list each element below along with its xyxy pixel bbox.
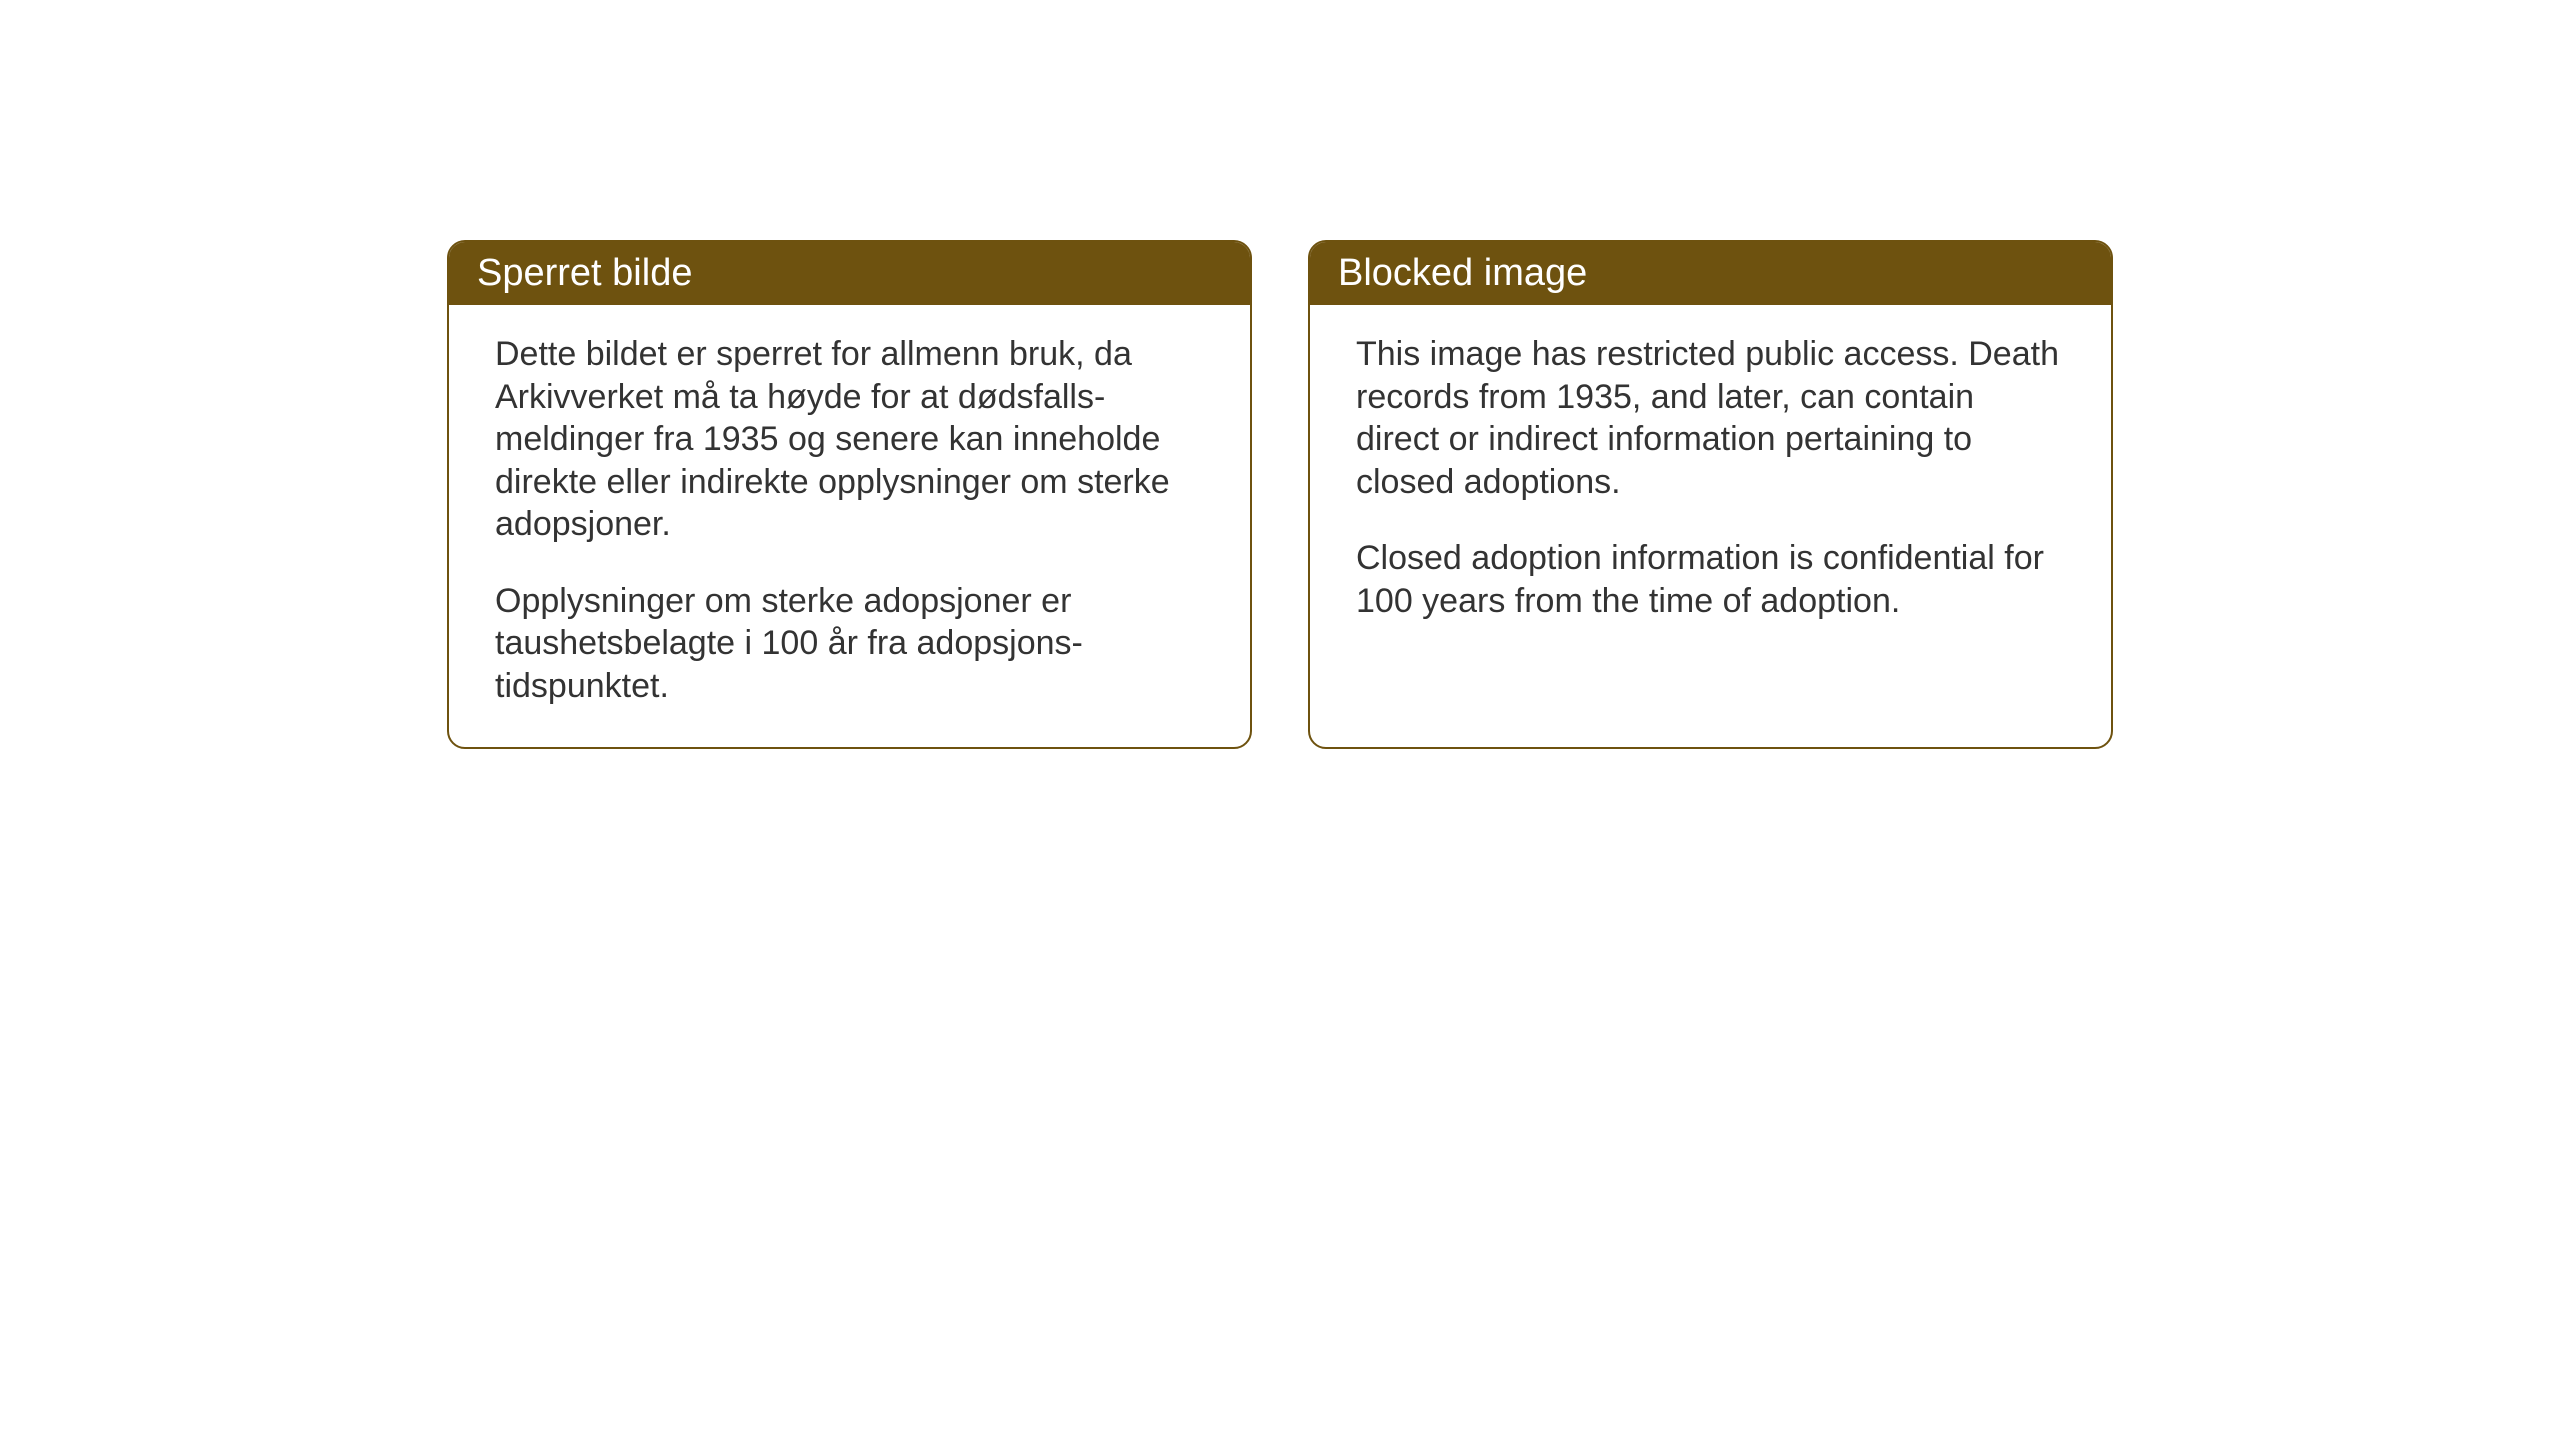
card-paragraph-2-english: Closed adoption information is confident…	[1356, 537, 2065, 622]
card-paragraph-1-english: This image has restricted public access.…	[1356, 333, 2065, 503]
card-header-english: Blocked image	[1310, 242, 2111, 305]
blocked-image-card-english: Blocked image This image has restricted …	[1308, 240, 2113, 749]
card-title-english: Blocked image	[1338, 252, 1587, 294]
card-paragraph-1-norwegian: Dette bildet er sperret for allmenn bruk…	[495, 333, 1204, 546]
card-body-english: This image has restricted public access.…	[1310, 305, 2111, 662]
card-title-norwegian: Sperret bilde	[477, 252, 692, 294]
cards-container: Sperret bilde Dette bildet er sperret fo…	[0, 0, 2560, 749]
card-header-norwegian: Sperret bilde	[449, 242, 1250, 305]
card-paragraph-2-norwegian: Opplysninger om sterke adopsjoner er tau…	[495, 580, 1204, 708]
card-body-norwegian: Dette bildet er sperret for allmenn bruk…	[449, 305, 1250, 747]
blocked-image-card-norwegian: Sperret bilde Dette bildet er sperret fo…	[447, 240, 1252, 749]
